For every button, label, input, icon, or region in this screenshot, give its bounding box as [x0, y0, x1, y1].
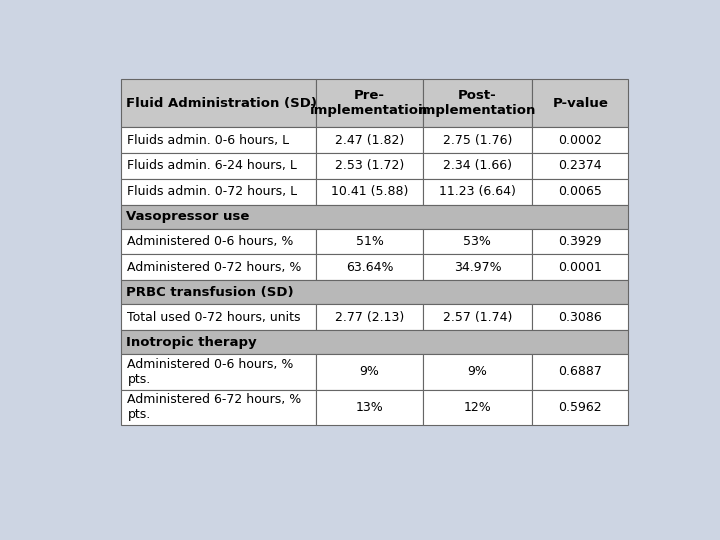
Bar: [121, 254, 316, 280]
Text: 0.0001: 0.0001: [558, 261, 602, 274]
Text: 12%: 12%: [464, 401, 491, 414]
Text: 0.0065: 0.0065: [558, 185, 602, 198]
Text: Fluids admin. 6-24 hours, L: Fluids admin. 6-24 hours, L: [127, 159, 297, 172]
Bar: [532, 153, 629, 179]
Bar: [423, 79, 532, 127]
Text: 2.57 (1.74): 2.57 (1.74): [443, 310, 512, 323]
Bar: [423, 228, 532, 254]
Bar: [121, 330, 629, 354]
Text: Fluids admin. 0-6 hours, L: Fluids admin. 0-6 hours, L: [127, 133, 289, 146]
Bar: [532, 79, 629, 127]
Bar: [316, 179, 423, 205]
Text: Vasopressor use: Vasopressor use: [126, 210, 250, 223]
Text: Fluids admin. 0-72 hours, L: Fluids admin. 0-72 hours, L: [127, 185, 297, 198]
Bar: [532, 305, 629, 330]
Bar: [121, 127, 316, 153]
Text: PRBC transfusion (SD): PRBC transfusion (SD): [126, 286, 294, 299]
Bar: [423, 153, 532, 179]
Bar: [532, 228, 629, 254]
Text: 2.47 (1.82): 2.47 (1.82): [335, 133, 404, 146]
Bar: [121, 153, 316, 179]
Text: Administered 0-72 hours, %: Administered 0-72 hours, %: [127, 261, 302, 274]
Text: Administered 6-72 hours, %
pts.: Administered 6-72 hours, % pts.: [127, 393, 302, 421]
Bar: [423, 179, 532, 205]
Text: 2.53 (1.72): 2.53 (1.72): [335, 159, 404, 172]
Bar: [316, 228, 423, 254]
Text: 0.6887: 0.6887: [558, 366, 602, 379]
Bar: [532, 354, 629, 389]
Text: 63.64%: 63.64%: [346, 261, 393, 274]
Text: 0.2374: 0.2374: [559, 159, 602, 172]
Bar: [316, 305, 423, 330]
Text: 0.0002: 0.0002: [558, 133, 602, 146]
Bar: [532, 179, 629, 205]
Text: Pre-
implementation: Pre- implementation: [310, 89, 428, 117]
Text: Post-
implementation: Post- implementation: [418, 89, 536, 117]
Text: Fluid Administration (SD): Fluid Administration (SD): [126, 97, 318, 110]
Text: P-value: P-value: [552, 97, 608, 110]
Text: 0.3929: 0.3929: [559, 235, 602, 248]
Bar: [121, 79, 316, 127]
Text: 9%: 9%: [359, 366, 379, 379]
Bar: [316, 79, 423, 127]
Text: 2.75 (1.76): 2.75 (1.76): [443, 133, 512, 146]
Bar: [423, 254, 532, 280]
Bar: [121, 354, 316, 389]
Bar: [423, 354, 532, 389]
Text: 10.41 (5.88): 10.41 (5.88): [330, 185, 408, 198]
Text: Administered 0-6 hours, %: Administered 0-6 hours, %: [127, 235, 294, 248]
Text: 0.5962: 0.5962: [559, 401, 602, 414]
Bar: [121, 179, 316, 205]
Text: 2.77 (2.13): 2.77 (2.13): [335, 310, 404, 323]
Bar: [532, 389, 629, 425]
Bar: [121, 280, 629, 305]
Bar: [316, 389, 423, 425]
Text: Total used 0-72 hours, units: Total used 0-72 hours, units: [127, 310, 301, 323]
Bar: [423, 305, 532, 330]
Bar: [532, 254, 629, 280]
Bar: [121, 389, 316, 425]
Text: 9%: 9%: [467, 366, 487, 379]
Bar: [423, 389, 532, 425]
Bar: [532, 127, 629, 153]
Bar: [121, 228, 316, 254]
Text: Administered 0-6 hours, %
pts.: Administered 0-6 hours, % pts.: [127, 358, 294, 386]
Bar: [316, 254, 423, 280]
Bar: [121, 305, 316, 330]
Text: 34.97%: 34.97%: [454, 261, 501, 274]
Text: 11.23 (6.64): 11.23 (6.64): [439, 185, 516, 198]
Bar: [423, 127, 532, 153]
Bar: [316, 153, 423, 179]
Text: 51%: 51%: [356, 235, 384, 248]
Text: 53%: 53%: [464, 235, 491, 248]
Bar: [316, 354, 423, 389]
Bar: [316, 127, 423, 153]
Text: 2.34 (1.66): 2.34 (1.66): [443, 159, 512, 172]
Bar: [121, 205, 629, 228]
Text: 13%: 13%: [356, 401, 383, 414]
Text: Inotropic therapy: Inotropic therapy: [126, 336, 257, 349]
Text: 0.3086: 0.3086: [558, 310, 602, 323]
